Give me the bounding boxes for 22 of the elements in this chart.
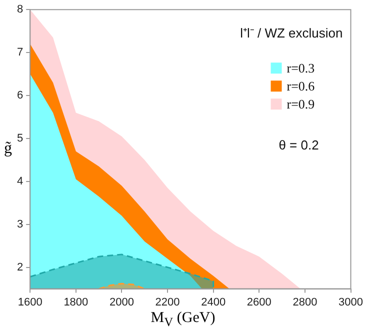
y-tick-label: 2 (16, 261, 24, 274)
y-tick-label: 7 (16, 46, 24, 59)
legend-label: r=0.3 (286, 60, 315, 76)
y-tick-label: 4 (16, 175, 24, 188)
annotation: θ = 0.2 (278, 138, 319, 153)
x-tick-label: 1600 (18, 296, 42, 308)
x-tick-label: 2000 (109, 296, 134, 308)
legend-label: r=0.6 (286, 78, 316, 94)
y-tick-label: 5 (16, 132, 24, 144)
annotation: l⁺l⁻ / WZ exclusion (240, 26, 343, 41)
y-axis-title: g̃ (3, 139, 13, 159)
y-tick-label: 8 (16, 4, 24, 16)
x-tick-label: 2400 (201, 296, 226, 308)
y-tick-label: 6 (16, 90, 24, 102)
x-tick-label: 2800 (292, 296, 318, 308)
x-tick-label: 3000 (338, 296, 364, 308)
x-tick-label: 2200 (155, 296, 180, 308)
x-tick-label: 1800 (64, 296, 88, 308)
x-axis-title: M$_{V}$ (GeV) (150, 310, 216, 330)
legend-label: r=0.9 (286, 96, 315, 112)
y-tick-label: 3 (16, 218, 24, 230)
x-tick-label: 2600 (246, 296, 272, 308)
